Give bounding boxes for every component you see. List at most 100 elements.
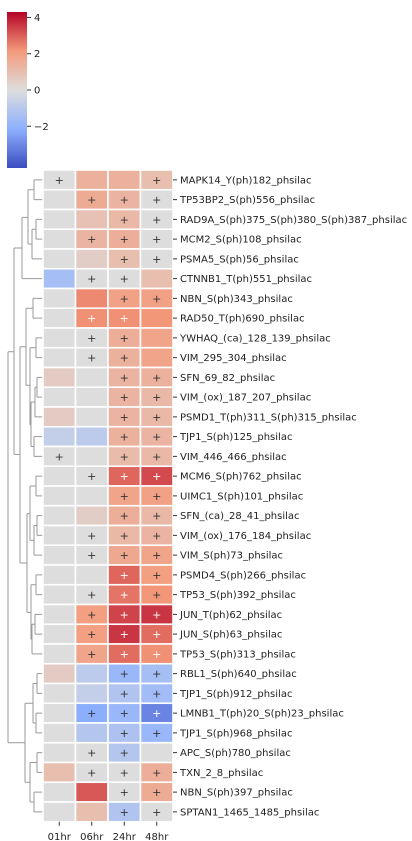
significance-marker: + (55, 174, 64, 187)
row-label: PSMA5_S(ph)56_phsilac (180, 254, 299, 265)
heatmap-cell (42, 662, 77, 685)
row-label: SPTAN1_1465_1485_phsilac (180, 807, 319, 818)
row-label: SFN_69_82_phsilac (180, 373, 275, 384)
row-label: VIM_(ox)_176_184_phsilac (180, 531, 311, 542)
significance-marker: + (152, 628, 161, 641)
column-label: 01hr (48, 832, 72, 841)
significance-marker: + (87, 549, 96, 562)
significance-marker: + (120, 668, 129, 681)
heatmap-cell (74, 662, 109, 685)
row-label: VIM_S(ph)73_phsilac (180, 551, 283, 562)
significance-marker: + (120, 332, 129, 345)
significance-marker: + (152, 668, 161, 681)
heatmap-cell (74, 169, 109, 191)
heatmap-cell (42, 564, 77, 586)
colorbar-tick-label: 0 (34, 86, 40, 97)
heatmap-cell (42, 722, 77, 744)
significance-marker: + (87, 312, 96, 325)
colorbar: −2 0 2 4 (7, 12, 49, 168)
significance-marker: + (152, 589, 161, 602)
significance-marker: + (152, 371, 161, 384)
heatmap-cell (42, 781, 77, 803)
row-label: YWHAQ_(ca)_128_139_phsilac (179, 333, 331, 344)
significance-marker: + (120, 391, 129, 404)
row-label: MCM6_S(ph)762_phsilac (180, 472, 302, 483)
heatmap-cell (42, 801, 77, 823)
significance-marker: + (152, 431, 161, 444)
heatmap-cell (74, 425, 109, 448)
significance-marker: + (87, 332, 96, 345)
significance-marker: + (152, 391, 161, 404)
heatmap-cell (42, 248, 77, 270)
row-label: TJP1_S(ph)912_phsilac (179, 689, 292, 700)
significance-marker: + (152, 213, 161, 226)
significance-marker: + (152, 490, 161, 503)
significance-marker: + (87, 766, 96, 779)
significance-marker: + (120, 766, 129, 779)
significance-marker: + (152, 233, 161, 246)
significance-marker: + (120, 213, 129, 226)
row-label: TJP1_S(ph)968_phsilac (179, 728, 292, 739)
heatmap-cell (74, 366, 109, 389)
heatmap-cell (42, 346, 77, 369)
significance-marker: + (152, 786, 161, 799)
colorbar-gradient (7, 12, 27, 168)
significance-marker: + (152, 687, 161, 700)
significance-marker: + (120, 510, 129, 523)
significance-marker: + (120, 292, 129, 305)
heatmap-cell (42, 366, 77, 389)
significance-marker: + (120, 490, 129, 503)
heatmap-cell (42, 425, 77, 448)
heatmap-cell (42, 307, 77, 329)
significance-marker: + (120, 312, 129, 325)
significance-marker: + (120, 529, 129, 542)
heatmap-cell (139, 307, 174, 329)
colorbar-tick-label: 2 (34, 49, 40, 60)
significance-marker: + (120, 608, 129, 621)
row-label: VIM_(ox)_187_207_phsilac (180, 393, 311, 404)
significance-marker: + (87, 608, 96, 621)
significance-marker: + (152, 549, 161, 562)
row-label: PSMD4_S(ph)266_phsilac (180, 570, 306, 581)
row-label: JUN_S(ph)63_phsilac (179, 630, 282, 641)
heatmap-cell (42, 643, 77, 665)
heatmap-cell (74, 445, 109, 468)
row-label: APC_S(ph)780_phsilac (180, 748, 291, 759)
heatmap-cell (139, 267, 174, 290)
heatmap-cell (139, 741, 174, 764)
heatmap-cell (42, 682, 77, 705)
heatmap-cell (42, 544, 77, 566)
significance-marker: + (120, 450, 129, 463)
significance-marker: + (55, 450, 64, 463)
heatmap-cells: + + + + + + + + + + + + + + + + + + + + + + + + + + + + + + + + + + + + + + + +… (42, 169, 174, 823)
significance-marker: + (120, 589, 129, 602)
heatmap-cell (74, 386, 109, 408)
heatmap-cell (74, 801, 109, 823)
significance-marker: + (152, 470, 161, 483)
heatmap-cell (74, 248, 109, 270)
column-label: 48hr (145, 832, 169, 841)
significance-marker: + (87, 589, 96, 602)
heatmap-cell (42, 465, 77, 487)
heatmap-cell (42, 267, 77, 290)
heatmap-cell (74, 722, 109, 744)
row-label: CTNNB1_T(ph)551_phsilac (180, 274, 312, 285)
row-label: RAD50_T(ph)690_phsilac (180, 314, 305, 325)
row-label: SFN_(ca)_28_41_phsilac (180, 511, 300, 522)
colorbar-tick-label: −2 (34, 122, 49, 133)
row-label: TP53_S(ph)392_phsilac (179, 590, 296, 601)
significance-marker: + (87, 470, 96, 483)
heatmap-cell (42, 504, 77, 527)
significance-marker: + (87, 233, 96, 246)
significance-marker: + (152, 292, 161, 305)
significance-marker: + (152, 450, 161, 463)
heatmap-cell (107, 169, 142, 191)
heatmap-cell (42, 741, 77, 764)
significance-marker: + (120, 786, 129, 799)
heatmap-cell (74, 485, 109, 507)
significance-marker: + (87, 747, 96, 760)
significance-marker: + (120, 253, 129, 266)
heatmap-cell (42, 228, 77, 250)
significance-marker: + (87, 648, 96, 661)
